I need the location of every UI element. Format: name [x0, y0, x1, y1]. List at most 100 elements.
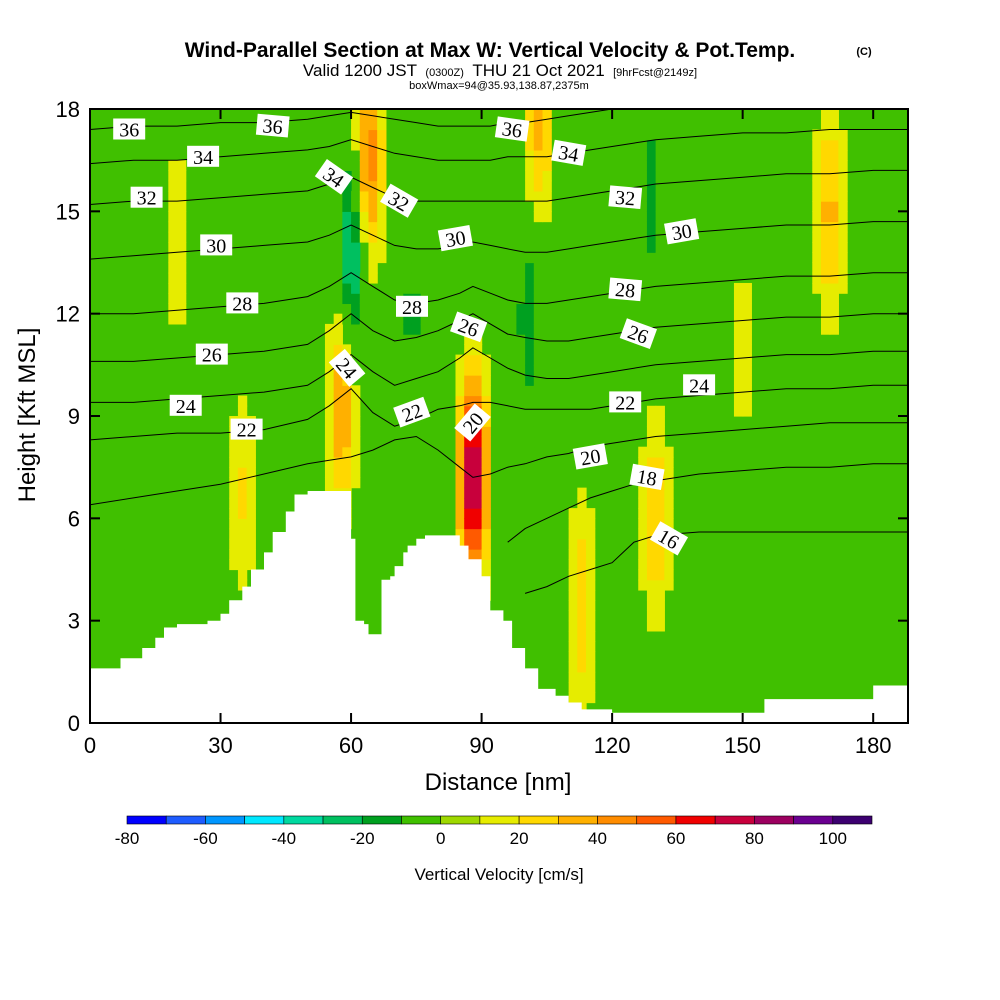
- velocity-cell: [812, 160, 822, 171]
- contour-label-box: [683, 374, 716, 396]
- velocity-cell: [168, 242, 178, 253]
- velocity-cell: [333, 395, 343, 407]
- velocity-cell: [394, 313, 404, 325]
- velocity-cell: [411, 344, 422, 356]
- velocity-cell: [586, 651, 596, 663]
- contour-label-text: 36: [262, 115, 284, 139]
- velocity-cell: [324, 405, 335, 417]
- velocity-cell: [124, 487, 135, 499]
- velocity-cell: [525, 252, 535, 264]
- velocity-cell: [481, 528, 491, 540]
- velocity-cell: [725, 549, 735, 560]
- velocity-cell: [342, 416, 352, 427]
- velocity-cell: [568, 682, 578, 693]
- velocity-cell: [812, 149, 822, 161]
- velocity-cell: [403, 395, 413, 407]
- velocity-cell: [394, 385, 404, 397]
- velocity-cell: [664, 549, 674, 560]
- velocity-cell: [829, 221, 839, 233]
- theta-contour-36: [90, 109, 613, 130]
- velocity-cell: [464, 538, 474, 550]
- velocity-cell: [533, 385, 544, 397]
- velocity-cell: [820, 119, 831, 131]
- velocity-cell: [638, 119, 648, 131]
- velocity-cell: [646, 221, 657, 233]
- velocity-cell: [664, 487, 674, 499]
- velocity-cell: [655, 559, 665, 571]
- velocity-cell: [455, 528, 465, 540]
- velocity-cell: [377, 180, 387, 192]
- velocity-cell: [133, 579, 143, 591]
- colorbar-swatch: [244, 815, 285, 825]
- velocity-cell: [116, 569, 126, 581]
- velocity-cell: [333, 211, 343, 223]
- velocity-cell: [646, 446, 657, 458]
- velocity-cell: [655, 600, 665, 612]
- y-axis-title: Height [Kft MSL]: [14, 328, 41, 503]
- velocity-cell: [838, 252, 848, 264]
- velocity-cell: [411, 272, 422, 284]
- velocity-cell: [733, 282, 744, 294]
- velocity-cell: [455, 508, 465, 519]
- velocity-cell: [820, 262, 831, 274]
- velocity-cell: [229, 446, 239, 458]
- velocity-cell: [655, 497, 665, 509]
- velocity-cell: [829, 109, 839, 120]
- velocity-cell: [646, 579, 657, 591]
- velocity-cell: [820, 231, 831, 243]
- velocity-cell: [716, 549, 726, 560]
- velocity-cell: [525, 364, 535, 376]
- velocity-cell: [472, 508, 483, 519]
- velocity-cell: [394, 252, 404, 264]
- velocity-cell: [577, 671, 587, 683]
- velocity-cell: [655, 436, 665, 448]
- velocity-cell: [812, 262, 822, 274]
- velocity-cell: [655, 242, 665, 253]
- velocity-cell: [351, 436, 361, 448]
- velocity-cell: [377, 119, 387, 131]
- velocity-cell: [838, 221, 848, 233]
- colorbar-tick-label: 100: [819, 829, 847, 848]
- contour-label-box: [314, 159, 354, 195]
- velocity-cell: [368, 190, 378, 202]
- velocity-cell: [333, 323, 343, 335]
- velocity-cell: [351, 313, 361, 325]
- velocity-cell: [359, 272, 370, 284]
- velocity-cell: [394, 395, 404, 407]
- velocity-cell: [533, 344, 544, 356]
- velocity-cell: [342, 313, 352, 325]
- contour-label-text: 34: [193, 147, 213, 169]
- velocity-cell: [351, 109, 361, 120]
- contour-label-box: [437, 224, 473, 252]
- velocity-cell: [464, 354, 474, 366]
- velocity-cell: [655, 549, 665, 560]
- contour-label-box: [454, 403, 491, 442]
- velocity-cell: [542, 119, 552, 131]
- velocity-cell: [142, 579, 152, 591]
- velocity-cell: [664, 149, 674, 161]
- velocity-cell: [411, 323, 422, 335]
- velocity-cell: [829, 303, 839, 315]
- velocity-cell: [725, 651, 735, 663]
- velocity-cell: [464, 549, 474, 560]
- velocity-cell: [577, 702, 587, 714]
- velocity-cell: [716, 702, 726, 714]
- velocity-cell: [646, 160, 657, 171]
- velocity-cell: [516, 282, 526, 294]
- velocity-cell: [577, 487, 587, 499]
- velocity-cell: [664, 446, 674, 458]
- velocity-cell: [351, 129, 361, 141]
- velocity-cell: [646, 201, 657, 212]
- velocity-cell: [525, 323, 535, 335]
- velocity-cell: [533, 129, 544, 141]
- velocity-cell: [464, 334, 474, 345]
- velocity-cell: [246, 518, 256, 530]
- velocity-cell: [664, 579, 674, 591]
- velocity-cell: [820, 160, 831, 171]
- forecast-info: [9hrFcst@2149z]: [613, 67, 697, 79]
- velocity-cell: [646, 303, 657, 315]
- contour-label-box: [226, 292, 259, 314]
- velocity-cell: [516, 272, 526, 284]
- velocity-cell: [342, 395, 352, 407]
